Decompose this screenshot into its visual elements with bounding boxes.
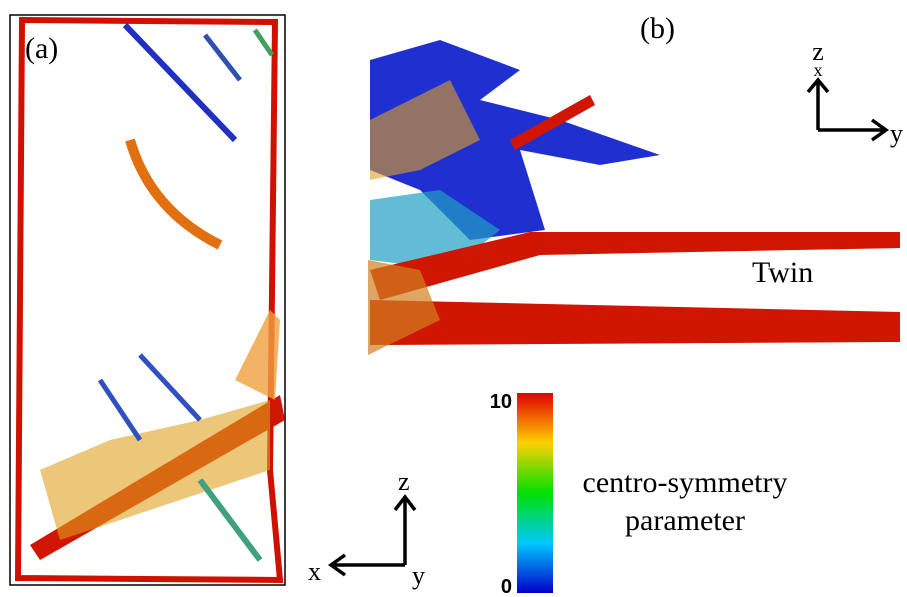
colorbar-gradient (517, 393, 553, 593)
axis-label: x (308, 557, 321, 586)
figure: (a) (b) Twin z x y z x y 10 0 centro-sym… (0, 0, 907, 597)
axes-triad-a (331, 497, 415, 575)
colorbar: 10 0 centro-symmetry parameter (490, 391, 788, 597)
axes-triad-b (808, 80, 886, 140)
defect-cluster (235, 310, 280, 400)
axis-label: y (412, 561, 425, 590)
colorbar-title: parameter (625, 504, 745, 537)
annotation: Twin (752, 256, 813, 289)
defect-arc (130, 140, 220, 245)
axis-label: x (814, 60, 823, 80)
defect-line (205, 35, 240, 80)
defect-line (140, 355, 200, 420)
panel-label: (a) (25, 32, 58, 65)
defect-line (200, 480, 260, 560)
defect-cluster (40, 400, 270, 540)
colorbar-tick-label: 10 (490, 391, 512, 413)
twin-band (370, 300, 900, 345)
axis-label: z (398, 467, 410, 496)
defect-line (100, 380, 140, 440)
colorbar-title: centro-symmetry (583, 466, 788, 499)
defect-line (125, 25, 235, 140)
panel-label: (b) (640, 12, 675, 45)
panel-a: (a) (10, 15, 285, 585)
axis-label: y (890, 119, 903, 148)
colorbar-tick-label: 0 (501, 576, 512, 597)
defect-line (255, 30, 272, 55)
